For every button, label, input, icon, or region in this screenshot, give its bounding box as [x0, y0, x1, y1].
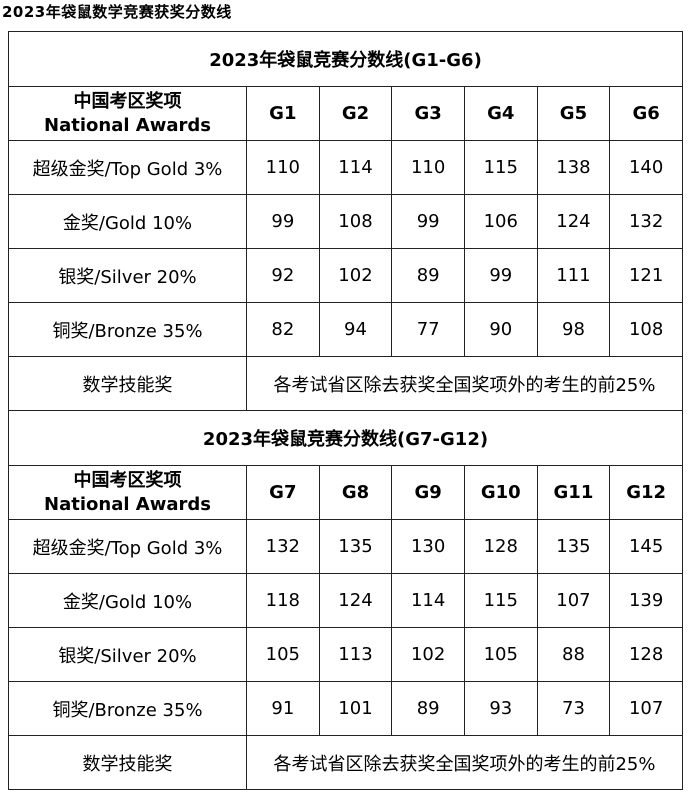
score-cell: 140	[609, 140, 683, 195]
score-cell: 92	[246, 248, 320, 303]
grade-header: G7	[246, 465, 320, 520]
skill-row: 数学技能奖 各考试省区除去获奖全国奖项外的考生的前25%	[8, 356, 683, 411]
score-cell: 102	[318, 248, 393, 303]
award-row: 铜奖/Bronze 35% 82 94 77 90 98 108	[8, 302, 683, 357]
skill-note: 各考试省区除去获奖全国奖项外的考生的前25%	[246, 356, 683, 411]
award-label: 铜奖/Bronze 35%	[8, 681, 247, 736]
grade-header: G1	[246, 86, 320, 141]
awards-header-en: National Awards	[44, 114, 211, 136]
score-cell: 108	[318, 194, 393, 249]
grade-header: G10	[463, 465, 538, 520]
score-cell: 82	[246, 302, 320, 357]
score-cell: 91	[246, 681, 320, 736]
award-label: 超级金奖/Top Gold 3%	[8, 519, 247, 574]
score-cell: 113	[318, 627, 393, 682]
skill-label: 数学技能奖	[8, 356, 247, 411]
score-cell: 106	[463, 194, 538, 249]
grade-header: G5	[536, 86, 611, 141]
grade-header: G3	[391, 86, 465, 141]
awards-header-en: National Awards	[44, 493, 211, 515]
score-cell: 93	[463, 681, 538, 736]
score-cell: 89	[391, 248, 465, 303]
score-cell: 124	[536, 194, 611, 249]
grade-header: G2	[318, 86, 393, 141]
score-cell: 139	[609, 573, 683, 628]
score-cell: 108	[609, 302, 683, 357]
score-cell: 124	[318, 573, 393, 628]
score-cell: 114	[318, 140, 393, 195]
score-cell: 77	[391, 302, 465, 357]
score-cell: 135	[318, 519, 393, 574]
award-label: 金奖/Gold 10%	[8, 194, 247, 249]
grade-header: G9	[391, 465, 465, 520]
awards-header: 中国考区奖项 National Awards	[8, 465, 247, 520]
section-title-row: 2023年袋鼠竞赛分数线(G1-G6)	[8, 31, 683, 87]
header-row: 中国考区奖项 National Awards G1 G2 G3 G4 G5 G6	[8, 86, 683, 141]
score-cell: 111	[536, 248, 611, 303]
score-cell: 98	[536, 302, 611, 357]
score-cell: 99	[463, 248, 538, 303]
grade-header: G11	[536, 465, 611, 520]
score-cell: 132	[246, 519, 320, 574]
score-cell: 110	[246, 140, 320, 195]
score-cell: 128	[609, 627, 683, 682]
score-cell: 102	[391, 627, 465, 682]
score-cell: 135	[536, 519, 611, 574]
section-title: 2023年袋鼠竞赛分数线(G1-G6)	[8, 31, 683, 87]
skill-row: 数学技能奖 各考试省区除去获奖全国奖项外的考生的前25%	[8, 735, 683, 790]
score-cell: 105	[463, 627, 538, 682]
score-cell: 115	[463, 140, 538, 195]
award-row: 金奖/Gold 10% 118 124 114 115 107 139	[8, 573, 683, 628]
page-title: 2023年袋鼠数学竞赛获奖分数线	[2, 3, 232, 21]
score-table: 2023年袋鼠竞赛分数线(G1-G6) 中国考区奖项 National Awards…	[8, 31, 683, 790]
section-title-row: 2023年袋鼠竞赛分数线(G7-G12)	[8, 410, 683, 466]
score-cell: 132	[609, 194, 683, 249]
score-cell: 99	[246, 194, 320, 249]
score-cell: 101	[318, 681, 393, 736]
score-cell: 110	[391, 140, 465, 195]
awards-header-cn: 中国考区奖项	[73, 90, 182, 112]
award-label: 铜奖/Bronze 35%	[8, 302, 247, 357]
score-cell: 128	[463, 519, 538, 574]
score-cell: 90	[463, 302, 538, 357]
score-cell: 145	[609, 519, 683, 574]
score-cell: 105	[246, 627, 320, 682]
score-cell: 115	[463, 573, 538, 628]
grade-header: G4	[463, 86, 538, 141]
section-title: 2023年袋鼠竞赛分数线(G7-G12)	[8, 410, 683, 466]
award-row: 超级金奖/Top Gold 3% 132 135 130 128 135 145	[8, 519, 683, 574]
score-cell: 107	[609, 681, 683, 736]
score-cell: 118	[246, 573, 320, 628]
score-cell: 88	[536, 627, 611, 682]
award-row: 金奖/Gold 10% 99 108 99 106 124 132	[8, 194, 683, 249]
score-cell: 94	[318, 302, 393, 357]
skill-label: 数学技能奖	[8, 735, 247, 790]
header-row: 中国考区奖项 National Awards G7 G8 G9 G10 G11 G12	[8, 465, 683, 520]
grade-header: G8	[318, 465, 393, 520]
award-row: 铜奖/Bronze 35% 91 101 89 93 73 107	[8, 681, 683, 736]
score-cell: 107	[536, 573, 611, 628]
grade-header: G12	[609, 465, 683, 520]
awards-header-cn: 中国考区奖项	[73, 469, 182, 491]
score-cell: 114	[391, 573, 465, 628]
score-cell: 73	[536, 681, 611, 736]
skill-note: 各考试省区除去获奖全国奖项外的考生的前25%	[246, 735, 683, 790]
award-label: 银奖/Silver 20%	[8, 248, 247, 303]
score-cell: 121	[609, 248, 683, 303]
award-label: 银奖/Silver 20%	[8, 627, 247, 682]
award-row: 银奖/Silver 20% 105 113 102 105 88 128	[8, 627, 683, 682]
award-row: 超级金奖/Top Gold 3% 110 114 110 115 138 140	[8, 140, 683, 195]
score-cell: 138	[536, 140, 611, 195]
award-label: 超级金奖/Top Gold 3%	[8, 140, 247, 195]
score-cell: 89	[391, 681, 465, 736]
award-label: 金奖/Gold 10%	[8, 573, 247, 628]
score-cell: 130	[391, 519, 465, 574]
awards-header: 中国考区奖项 National Awards	[8, 86, 247, 141]
award-row: 银奖/Silver 20% 92 102 89 99 111 121	[8, 248, 683, 303]
grade-header: G6	[609, 86, 683, 141]
score-cell: 99	[391, 194, 465, 249]
